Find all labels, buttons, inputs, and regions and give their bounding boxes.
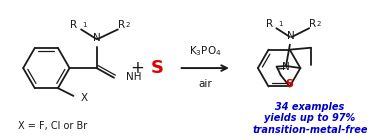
- Text: K$_3$PO$_4$: K$_3$PO$_4$: [189, 45, 222, 58]
- Text: 1: 1: [278, 21, 283, 27]
- Text: 2: 2: [317, 21, 321, 27]
- Text: R: R: [70, 20, 77, 30]
- Text: +: +: [130, 59, 144, 77]
- Text: 1: 1: [82, 22, 87, 27]
- Text: N: N: [287, 31, 295, 41]
- Text: X: X: [81, 93, 88, 103]
- Text: NH: NH: [125, 72, 141, 82]
- Text: R: R: [266, 19, 273, 29]
- Text: air: air: [198, 79, 212, 89]
- Text: N: N: [282, 62, 290, 72]
- Text: transition-metal-free: transition-metal-free: [252, 125, 368, 135]
- Text: S: S: [285, 79, 294, 89]
- Text: R: R: [309, 19, 316, 29]
- Text: S: S: [151, 59, 164, 77]
- Text: 34 examples: 34 examples: [276, 102, 345, 112]
- Text: R: R: [118, 20, 125, 30]
- Text: N: N: [93, 33, 101, 43]
- Text: X = F, Cl or Br: X = F, Cl or Br: [19, 121, 88, 131]
- Text: yields up to 97%: yields up to 97%: [264, 113, 356, 123]
- Text: 2: 2: [125, 22, 130, 27]
